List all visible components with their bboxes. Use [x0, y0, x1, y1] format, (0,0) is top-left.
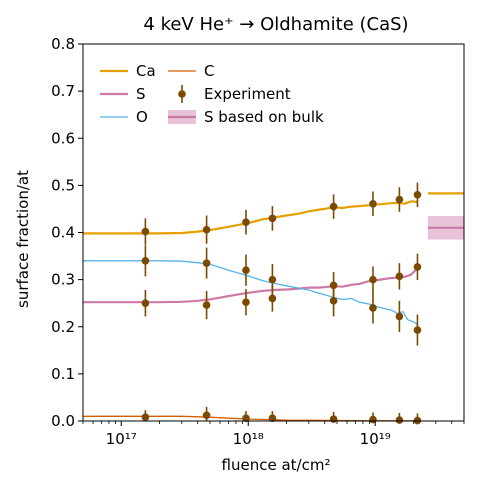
experiment-point	[202, 225, 211, 234]
experiment-point	[329, 281, 338, 290]
experiment-point	[395, 416, 404, 424]
experiment-point	[413, 191, 422, 199]
legend-label-col2: S based on bulk	[204, 108, 324, 126]
experiment-point	[329, 297, 338, 305]
y-tick-label: 0.2	[51, 318, 75, 336]
experiment-point	[413, 326, 422, 334]
experiment-point	[202, 411, 211, 420]
x-tick-label: 10¹⁹	[360, 430, 391, 448]
experiment-point	[242, 414, 250, 422]
x-tick-label: 10¹⁷	[106, 430, 137, 448]
experiment-point	[141, 256, 150, 265]
x-tick-label: 10¹⁸	[233, 430, 264, 448]
y-tick-label: 0.3	[51, 271, 75, 289]
experiment-point	[202, 259, 211, 267]
series-line-s	[83, 267, 419, 304]
legend-label-s: S	[136, 85, 146, 103]
experiment-point	[268, 414, 277, 422]
y-tick-label: 0.5	[51, 176, 75, 194]
chart-title: 4 keV He⁺ → Oldhamite (CaS)	[143, 14, 408, 35]
x-axis-label: fluence at/cm²	[222, 456, 331, 474]
axes-frame	[82, 43, 465, 422]
experiment-point	[141, 227, 150, 236]
legend-label-ca: Ca	[136, 62, 156, 80]
experiment-point	[395, 195, 404, 204]
experiment-point	[242, 218, 250, 226]
experiment-point	[413, 263, 422, 271]
legend-swatch-experiment	[178, 90, 186, 98]
experiment-point	[242, 266, 250, 275]
experiment-point	[202, 301, 211, 309]
y-tick-label: 0.6	[51, 129, 75, 147]
y-tick-label: 0.7	[51, 82, 75, 100]
legend-label-o: O	[136, 108, 148, 126]
experiment-point	[369, 304, 377, 312]
experiment-point	[141, 413, 150, 422]
legend-label-col2: C	[204, 62, 214, 80]
series-line-c	[83, 415, 418, 422]
y-axis-label: surface fraction/at	[14, 170, 32, 308]
experiment-point	[268, 214, 277, 223]
experiment-point	[242, 298, 250, 307]
experiment-point	[329, 202, 338, 211]
series-line-ca	[83, 200, 418, 235]
plot-area	[83, 182, 464, 425]
experiment-point	[329, 415, 338, 423]
y-tick-label: 0.8	[51, 35, 75, 53]
y-tick-label: 0.0	[51, 412, 75, 430]
y-tick-label: 0.1	[51, 365, 75, 383]
experiment-point	[395, 272, 404, 281]
experiment-point	[141, 299, 150, 307]
y-tick-label: 0.4	[51, 224, 75, 242]
experiment-point	[268, 294, 277, 303]
experiment-point	[369, 275, 377, 284]
experiment-point	[395, 312, 404, 321]
experiment-point	[369, 199, 377, 208]
legend-label-col2: Experiment	[204, 85, 291, 103]
legend: Ca SO C Experiment S based on bulk	[100, 62, 324, 126]
experiment-point	[268, 275, 277, 284]
axis-ticks: 0.0 0.1 0.2 0.3 0.4 0.5 0.6 0.7 0.8 10¹⁷ 10¹⁸ 10¹⁹	[51, 35, 465, 448]
